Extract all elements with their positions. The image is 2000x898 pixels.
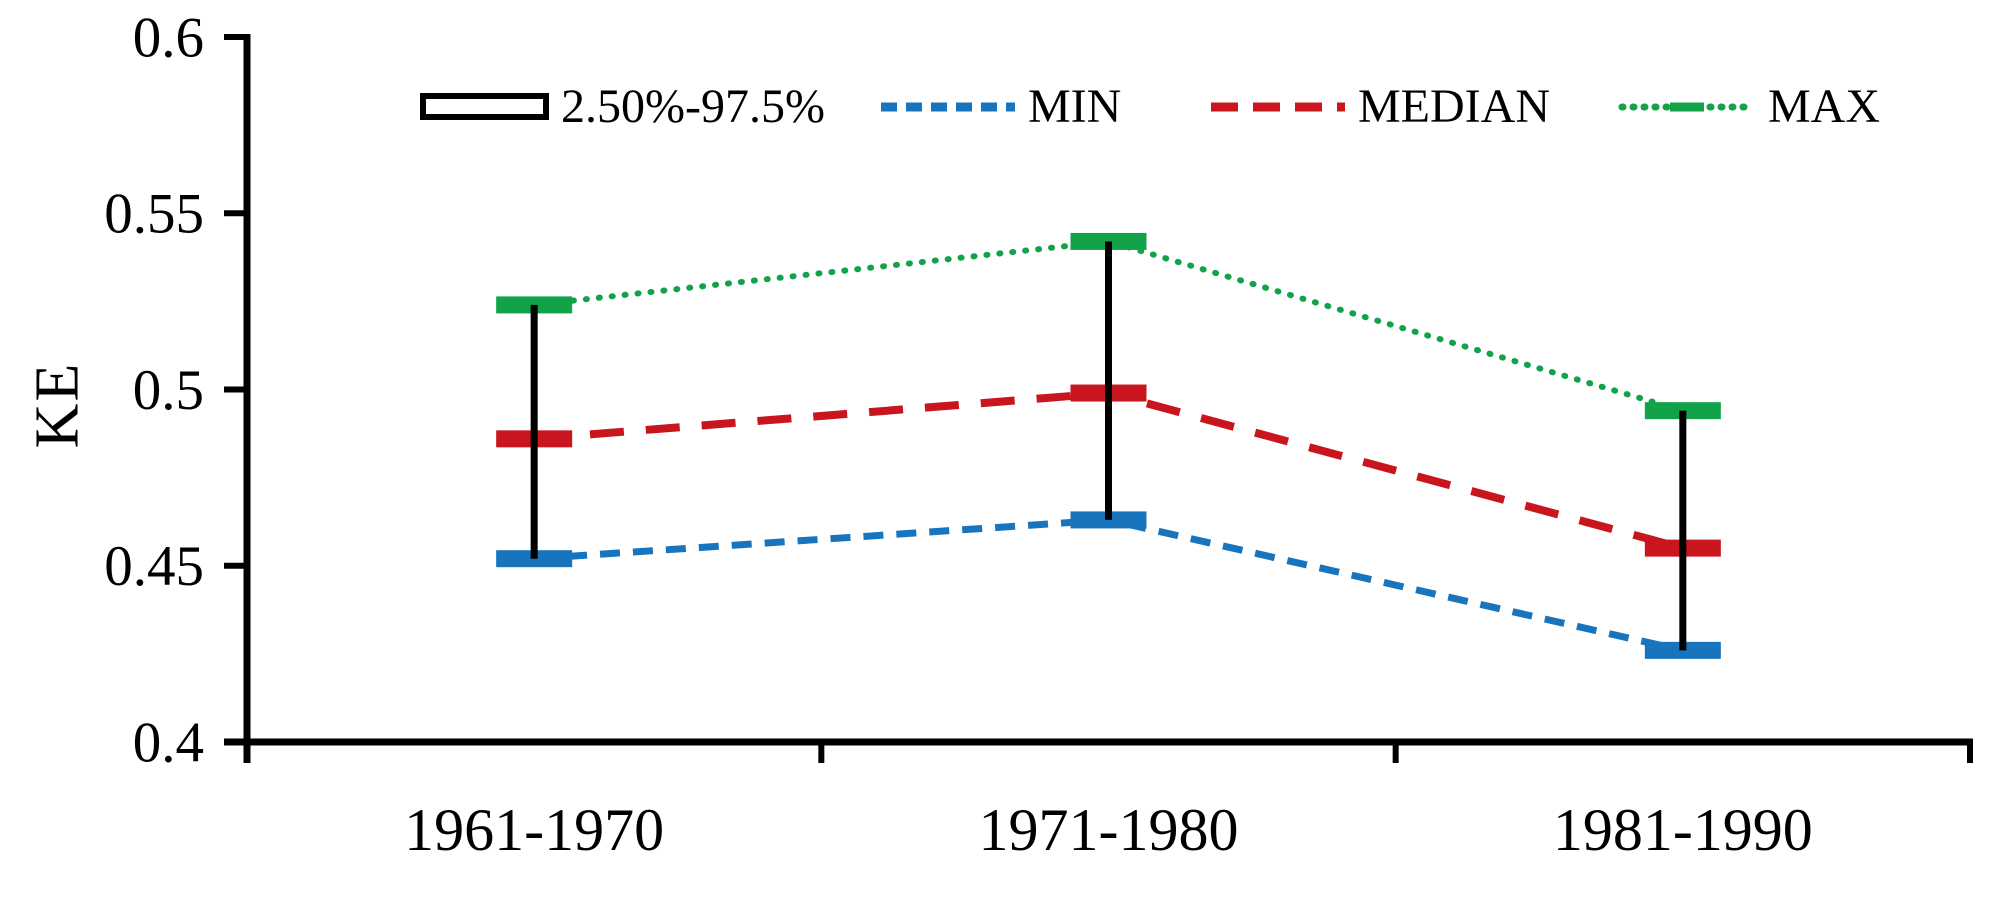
y-tick-label-0.55: 0.55: [104, 183, 204, 246]
y-tick-label-0.45: 0.45: [104, 535, 204, 598]
series-line-min: [533, 516, 1684, 654]
y-axis-title: KE: [23, 361, 92, 449]
y-tick-label-0.5: 0.5: [133, 359, 204, 422]
series-line-max: [531, 238, 1686, 414]
x-category-label-1981-1990: 1981-1990: [1553, 797, 1813, 863]
x-category-label-1961-1970: 1961-1970: [404, 797, 664, 863]
y-tick-label-0.6: 0.6: [133, 6, 204, 69]
x-category-label-1971-1980: 1971-1980: [979, 797, 1239, 863]
y-tick-label-0.4: 0.4: [133, 711, 204, 774]
